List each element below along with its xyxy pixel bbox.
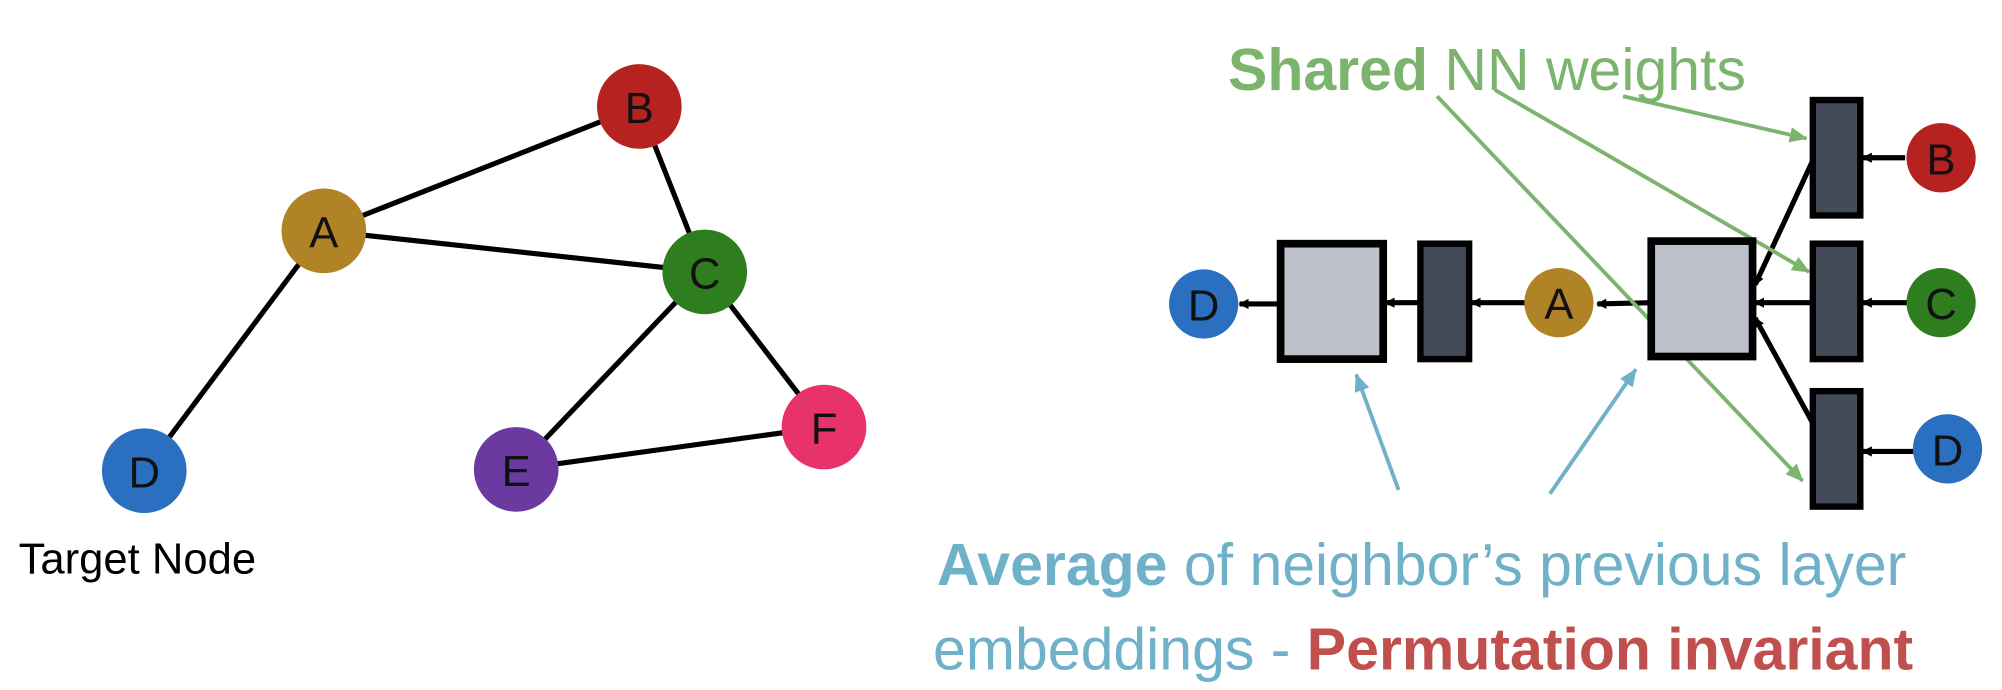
node xyxy=(1906,123,1976,193)
node-label: E xyxy=(502,448,531,496)
aggregate-box xyxy=(1276,239,1388,363)
label-bold: Shared xyxy=(1228,37,1428,103)
aggregate-box xyxy=(1647,237,1757,361)
shared-label: Shared NN weights xyxy=(1228,37,1746,103)
label-rest: NN weights xyxy=(1444,37,1746,103)
arrow xyxy=(1596,298,1652,309)
node xyxy=(781,384,867,470)
node xyxy=(597,64,682,149)
average-label-line2: embeddings - Permutation invariant xyxy=(933,616,1913,682)
node xyxy=(1524,268,1594,338)
edge xyxy=(323,228,706,275)
node-label: D xyxy=(1188,283,1219,331)
nodes: A B C D E F D A B C D xyxy=(101,64,1983,514)
weight-block xyxy=(1809,240,1864,363)
node xyxy=(473,427,559,512)
node-label: D xyxy=(129,449,160,497)
network-blocks xyxy=(1276,96,1864,510)
average-label: Average of neighbor’s previous layer xyxy=(937,532,1906,598)
node-label: C xyxy=(689,250,720,298)
arrow xyxy=(1435,94,1804,483)
node xyxy=(1912,414,1983,484)
label-rest: of neighbor’s previous layer xyxy=(1184,532,1906,598)
node xyxy=(1906,268,1976,338)
node-label: C xyxy=(1925,281,1956,329)
weight-block xyxy=(1809,96,1864,219)
network-arrows xyxy=(1238,88,1915,495)
edge xyxy=(514,270,707,472)
arrow xyxy=(1752,316,1816,425)
label-emphasis: Permutation invariant xyxy=(1307,616,1913,682)
edge xyxy=(322,104,641,234)
node-label: D xyxy=(1932,427,1963,475)
label-bold: Average xyxy=(937,532,1168,598)
node-label: A xyxy=(1544,281,1573,329)
node xyxy=(101,428,187,514)
arrow xyxy=(1354,373,1401,491)
node xyxy=(662,229,748,315)
node-label: B xyxy=(1927,136,1956,184)
weight-block xyxy=(1417,240,1473,363)
edge xyxy=(515,424,825,472)
arrow xyxy=(1548,368,1638,495)
node xyxy=(281,188,367,274)
weight-block xyxy=(1809,387,1864,510)
caption: Target Node xyxy=(19,535,257,583)
edge xyxy=(142,229,326,473)
arrow xyxy=(1752,159,1816,286)
node xyxy=(1169,269,1239,339)
node-label: A xyxy=(309,209,338,257)
arrow xyxy=(1493,88,1811,274)
node-label: B xyxy=(625,85,654,133)
label-rest: embeddings - xyxy=(933,616,1307,682)
arrow xyxy=(1622,94,1808,143)
node-label: F xyxy=(811,406,838,454)
